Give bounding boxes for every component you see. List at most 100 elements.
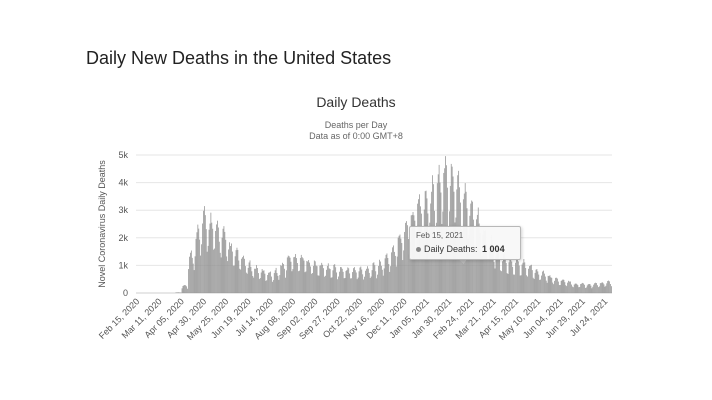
- bar[interactable]: [584, 284, 585, 293]
- bar[interactable]: [287, 255, 289, 293]
- bar[interactable]: [595, 282, 596, 293]
- bar[interactable]: [467, 238, 469, 293]
- bar[interactable]: [205, 229, 207, 293]
- bar[interactable]: [503, 252, 505, 293]
- bar[interactable]: [280, 265, 282, 293]
- bar[interactable]: [200, 255, 201, 293]
- bar[interactable]: [291, 271, 293, 293]
- bar[interactable]: [520, 275, 522, 293]
- bar[interactable]: [306, 260, 308, 293]
- bar[interactable]: [569, 281, 570, 293]
- bar[interactable]: [504, 258, 506, 293]
- bar[interactable]: [543, 270, 544, 293]
- bar[interactable]: [573, 284, 575, 293]
- bar[interactable]: [358, 271, 360, 293]
- bar[interactable]: [359, 267, 361, 293]
- bar[interactable]: [338, 276, 339, 293]
- bar[interactable]: [265, 280, 267, 293]
- bar[interactable]: [390, 266, 392, 293]
- bar[interactable]: [187, 288, 188, 293]
- bar[interactable]: [353, 268, 354, 293]
- bar[interactable]: [320, 265, 322, 293]
- bar[interactable]: [352, 272, 353, 293]
- bar[interactable]: [330, 277, 332, 293]
- bar[interactable]: [508, 262, 510, 293]
- bar[interactable]: [400, 238, 402, 293]
- bar[interactable]: [533, 278, 535, 293]
- bar[interactable]: [396, 256, 398, 293]
- bar[interactable]: [183, 285, 185, 293]
- bar[interactable]: [389, 271, 391, 293]
- bar[interactable]: [334, 264, 336, 293]
- bar[interactable]: [285, 277, 286, 293]
- bar[interactable]: [343, 278, 345, 293]
- bar[interactable]: [182, 285, 184, 293]
- bar[interactable]: [603, 284, 605, 293]
- bar[interactable]: [298, 271, 299, 293]
- bar[interactable]: [378, 265, 379, 293]
- bar[interactable]: [611, 286, 612, 293]
- bar[interactable]: [570, 281, 571, 294]
- bar[interactable]: [212, 228, 214, 293]
- bar[interactable]: [349, 273, 351, 293]
- bar[interactable]: [361, 269, 363, 293]
- bar[interactable]: [336, 272, 337, 293]
- bar[interactable]: [295, 254, 297, 293]
- bar[interactable]: [529, 266, 530, 293]
- bar[interactable]: [599, 283, 601, 293]
- bar[interactable]: [299, 270, 300, 293]
- bar[interactable]: [335, 267, 337, 293]
- bar[interactable]: [489, 246, 490, 293]
- bar[interactable]: [545, 280, 547, 293]
- bar[interactable]: [326, 265, 328, 293]
- bar[interactable]: [211, 222, 213, 293]
- bar[interactable]: [522, 262, 524, 293]
- bar[interactable]: [223, 226, 225, 293]
- bar[interactable]: [576, 284, 578, 293]
- bar[interactable]: [606, 283, 608, 293]
- bar[interactable]: [574, 283, 576, 293]
- bar[interactable]: [209, 223, 211, 293]
- bar[interactable]: [231, 251, 233, 293]
- bar[interactable]: [373, 262, 375, 293]
- bar[interactable]: [300, 254, 302, 293]
- bar[interactable]: [494, 268, 496, 293]
- bar[interactable]: [512, 266, 514, 293]
- bar[interactable]: [255, 268, 256, 293]
- bar[interactable]: [312, 265, 314, 293]
- bar[interactable]: [267, 274, 269, 293]
- bar[interactable]: [301, 257, 303, 293]
- bar[interactable]: [275, 267, 277, 293]
- bar[interactable]: [321, 262, 323, 293]
- bar[interactable]: [591, 288, 593, 293]
- bar[interactable]: [235, 250, 237, 293]
- bar[interactable]: [409, 241, 411, 293]
- bar[interactable]: [530, 265, 531, 293]
- bar[interactable]: [597, 285, 598, 293]
- bar[interactable]: [435, 236, 436, 293]
- bar[interactable]: [227, 261, 229, 293]
- bar[interactable]: [328, 268, 330, 293]
- bar[interactable]: [237, 249, 239, 293]
- bar[interactable]: [485, 230, 487, 293]
- bar[interactable]: [384, 258, 386, 293]
- bar[interactable]: [217, 220, 218, 293]
- bar[interactable]: [474, 245, 475, 293]
- bar[interactable]: [540, 279, 541, 293]
- bar[interactable]: [193, 270, 195, 293]
- bar[interactable]: [326, 269, 327, 293]
- bar[interactable]: [495, 256, 497, 293]
- bar[interactable]: [406, 221, 407, 293]
- bar[interactable]: [184, 285, 186, 293]
- bar[interactable]: [535, 269, 537, 293]
- bar[interactable]: [355, 272, 357, 294]
- bar[interactable]: [309, 262, 310, 293]
- bar[interactable]: [261, 269, 263, 293]
- bar[interactable]: [382, 275, 384, 293]
- bar[interactable]: [262, 270, 264, 293]
- bar[interactable]: [475, 247, 476, 293]
- bar[interactable]: [370, 276, 372, 293]
- bar[interactable]: [481, 255, 483, 293]
- bar[interactable]: [185, 285, 187, 293]
- bar[interactable]: [598, 287, 599, 293]
